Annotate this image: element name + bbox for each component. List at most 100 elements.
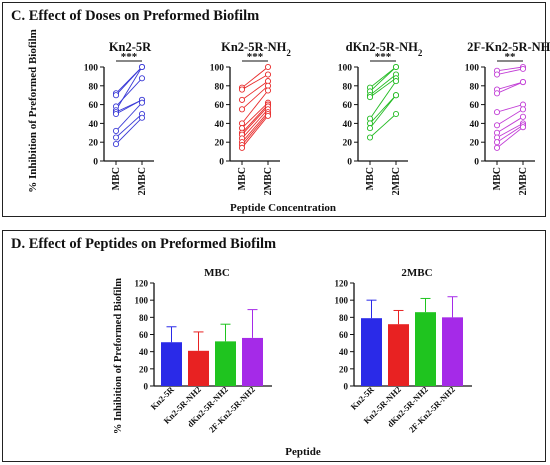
point-2mbc xyxy=(264,63,272,71)
point-2mbc xyxy=(138,75,146,82)
point-mbc xyxy=(493,109,501,116)
y-tick-label: 120 xyxy=(335,279,349,289)
x-tick-label: MBC xyxy=(492,167,503,190)
pair-line xyxy=(369,80,397,119)
y-axis-label: % Inhibition of Preformed Biofilm xyxy=(27,29,39,193)
y-tick-label: 40 xyxy=(139,347,149,357)
x-tick-label: MBC xyxy=(365,167,376,190)
significance-label: ** xyxy=(505,51,517,63)
panel-d: D. Effect of Peptides on Preformed Biofi… xyxy=(2,230,546,462)
y-tick-label: 80 xyxy=(89,82,99,92)
y-tick-label: 60 xyxy=(343,101,353,111)
point-mbc xyxy=(366,94,374,101)
y-tick-label: 60 xyxy=(339,330,349,340)
x-tick-label: 2MBC xyxy=(518,167,529,195)
bar xyxy=(388,324,409,386)
subplot-title: MBC xyxy=(204,267,230,279)
significance-label: *** xyxy=(121,51,138,63)
significance-label: *** xyxy=(375,51,392,63)
y-tick-label: 120 xyxy=(135,279,149,289)
point-mbc xyxy=(493,71,501,78)
panel-c-title: C. Effect of Doses on Preformed Biofilm xyxy=(11,8,260,24)
point-2mbc xyxy=(264,112,272,119)
y-tick-label: 0 xyxy=(344,382,349,392)
x-tick-label: MBC xyxy=(111,167,122,190)
pair-line xyxy=(496,104,524,113)
y-axis-label: % Inhibition of Preformed Biofilm xyxy=(113,278,124,434)
bar xyxy=(215,341,236,386)
x-tick-label: 2MBC xyxy=(263,167,274,195)
bar-subplot-1: MBC020406080100120Kn2-5RKn2-5R-NH2dKn2-5… xyxy=(135,267,272,434)
pair-line xyxy=(115,77,143,107)
point-mbc xyxy=(238,106,246,113)
pair-line xyxy=(115,117,143,145)
point-mbc xyxy=(493,144,501,151)
point-2mbc xyxy=(264,71,272,78)
subplot-title: Kn2-5R-NH2 xyxy=(221,40,291,58)
y-tick-label: 0 xyxy=(219,158,224,168)
subplot-title: 2F-Kn2-5R-NH2 xyxy=(467,40,550,58)
point-mbc xyxy=(112,127,120,134)
significance-label: *** xyxy=(247,51,264,63)
bar xyxy=(442,317,463,386)
subplot-2: Kn2-5R-NH2*** 0 20 40 60 80 100 MBC 2MBC xyxy=(210,40,292,195)
y-tick-label: 0 xyxy=(347,158,352,168)
pair-line xyxy=(496,81,524,90)
y-tick-label: 20 xyxy=(343,139,353,149)
pair-line xyxy=(241,115,269,149)
panel-d-chart: MBC020406080100120Kn2-5RKn2-5R-NH2dKn2-5… xyxy=(113,267,472,458)
y-tick-label: 40 xyxy=(89,120,99,130)
pair-line xyxy=(241,102,269,129)
pair-line xyxy=(241,74,269,90)
point-2mbc xyxy=(519,78,527,86)
point-mbc xyxy=(112,92,120,99)
y-tick-label: 40 xyxy=(343,120,353,130)
pair-line xyxy=(369,66,397,89)
point-2mbc xyxy=(392,110,400,118)
y-tick-label: 60 xyxy=(89,101,99,111)
point-2mbc xyxy=(392,78,400,85)
y-tick-label: 0 xyxy=(144,382,149,392)
pair-line xyxy=(241,106,269,135)
bar xyxy=(415,312,436,386)
point-2mbc xyxy=(519,106,527,113)
x-axis-label: Peptide Concentration xyxy=(230,202,336,214)
bar xyxy=(188,350,209,386)
point-2mbc xyxy=(392,92,400,99)
pair-line xyxy=(496,123,524,138)
y-tick-label: 80 xyxy=(470,82,480,92)
point-2mbc xyxy=(138,114,146,121)
pair-line xyxy=(241,90,269,124)
pair-line xyxy=(369,94,397,129)
y-tick-label: 100 xyxy=(338,64,353,74)
subplot-4: 2F-Kn2-5R-NH2** 0 20 40 60 80 100 MBC 2MBC xyxy=(465,40,550,195)
y-tick-label: 60 xyxy=(215,101,225,111)
pair-line xyxy=(496,126,524,149)
pair-line xyxy=(241,109,269,139)
y-tick-label: 60 xyxy=(470,101,480,111)
point-mbc xyxy=(238,86,246,93)
point-mbc xyxy=(112,110,120,118)
pair-line xyxy=(241,113,269,146)
bar xyxy=(242,337,263,386)
y-tick-label: 40 xyxy=(470,120,480,130)
subplot-3: dKn2-5R-NH2*** 0 20 40 60 80 100 MBC 2MBC xyxy=(338,40,423,195)
pair-line xyxy=(496,66,524,72)
y-tick-label: 20 xyxy=(470,139,480,149)
pair-line xyxy=(496,116,524,134)
point-mbc xyxy=(493,90,501,97)
point-mbc xyxy=(366,125,374,132)
pair-line xyxy=(369,66,397,92)
y-tick-label: 100 xyxy=(210,64,225,74)
pair-line xyxy=(115,102,143,132)
bar xyxy=(161,342,182,386)
y-tick-label: 80 xyxy=(215,82,225,92)
y-tick-label: 80 xyxy=(343,82,353,92)
point-2mbc xyxy=(138,99,146,106)
pair-line xyxy=(369,77,397,98)
point-mbc xyxy=(493,139,501,146)
y-tick-label: 80 xyxy=(339,313,349,323)
bar xyxy=(361,318,382,386)
y-tick-label: 100 xyxy=(84,64,99,74)
